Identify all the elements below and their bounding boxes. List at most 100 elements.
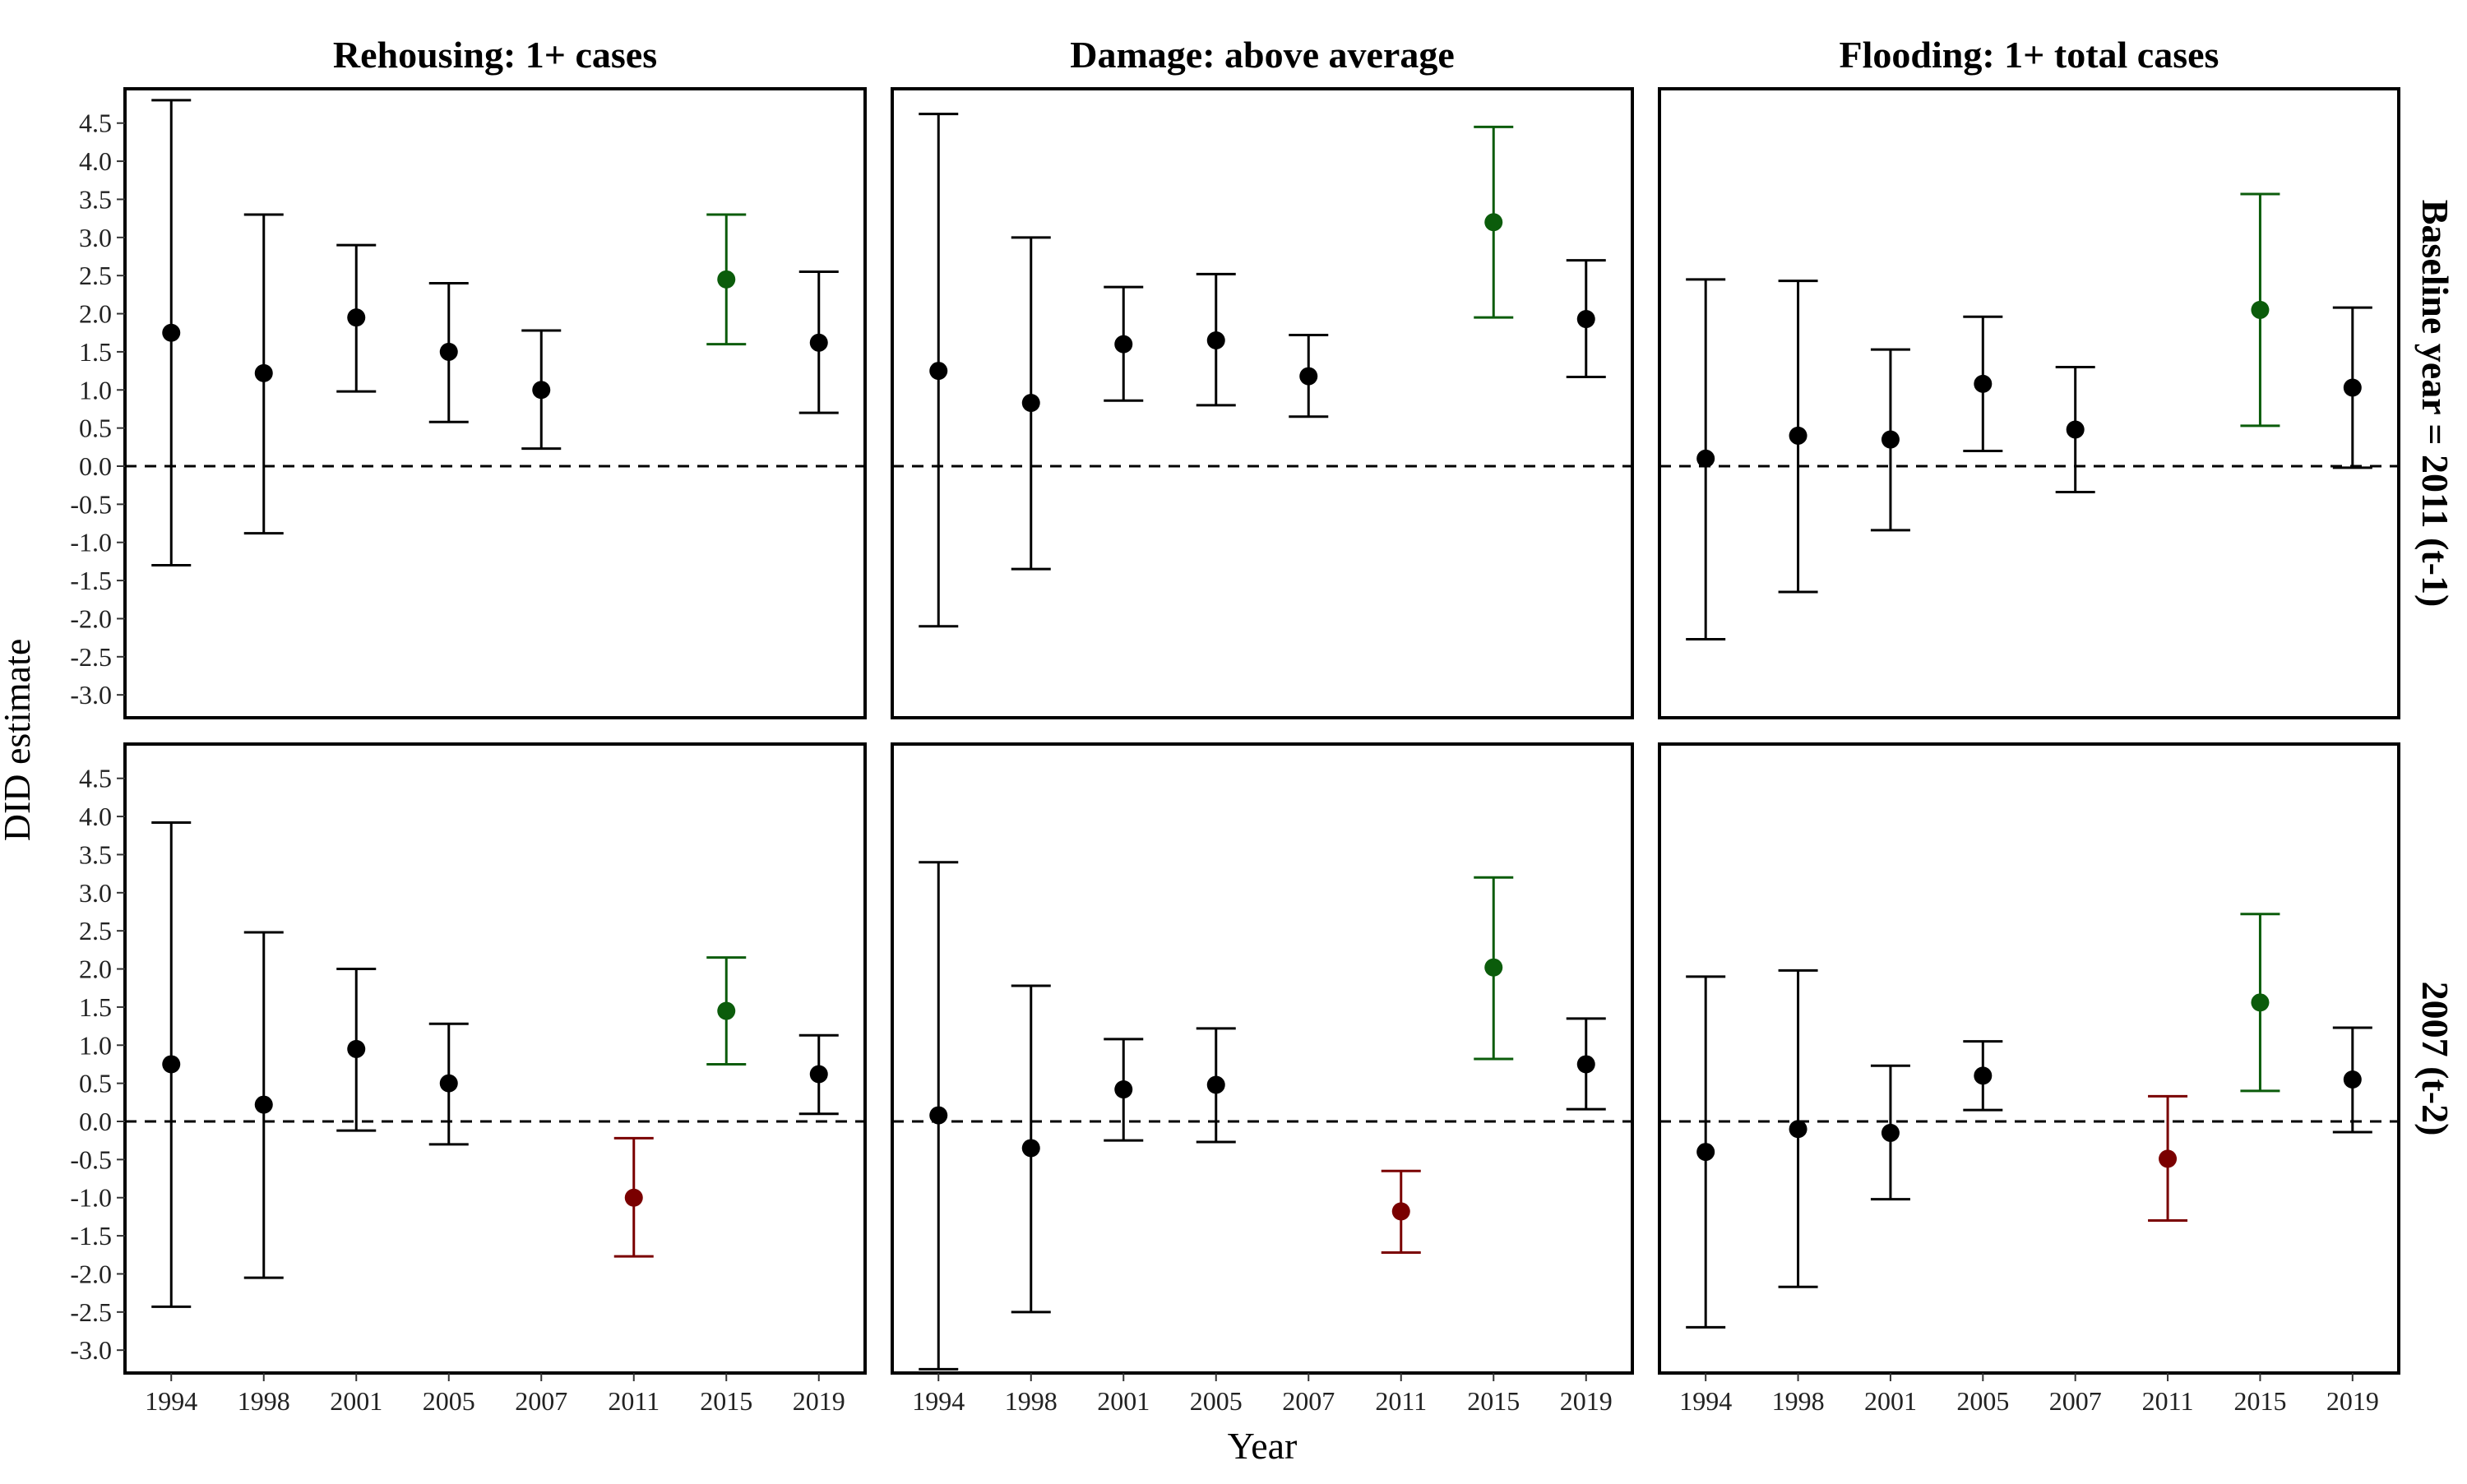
x-tick-label: 2015 bbox=[2233, 1386, 2286, 1416]
point-estimate bbox=[1789, 1120, 1807, 1139]
point-estimate bbox=[254, 1095, 273, 1114]
point-estimate bbox=[1021, 394, 1040, 413]
point-estimate bbox=[2251, 993, 2270, 1012]
y-tick-label: -1.0 bbox=[70, 1183, 112, 1213]
panel-border bbox=[891, 87, 1634, 719]
y-tick-label: 2.5 bbox=[79, 916, 112, 945]
x-tick-label: 2019 bbox=[793, 1386, 845, 1416]
point-estimate bbox=[2343, 378, 2362, 397]
point-estimate bbox=[1696, 449, 1715, 468]
y-tick-label: -2.0 bbox=[70, 1259, 112, 1288]
panel-border bbox=[1658, 742, 2400, 1375]
point-estimate bbox=[1206, 1075, 1225, 1094]
point-estimate bbox=[717, 1001, 736, 1020]
point-estimate bbox=[2066, 420, 2085, 439]
x-tick-label: 2005 bbox=[423, 1386, 475, 1416]
point-estimate bbox=[1114, 335, 1133, 354]
point-estimate bbox=[1576, 1055, 1595, 1074]
x-tick-label: 2007 bbox=[2049, 1386, 2102, 1416]
x-tick-label: 2005 bbox=[1190, 1386, 1243, 1416]
point-estimate bbox=[929, 1106, 948, 1125]
x-axis-title: Year bbox=[1228, 1425, 1298, 1467]
x-tick-label: 2011 bbox=[1375, 1386, 1427, 1416]
point-estimate bbox=[162, 323, 181, 342]
y-tick-label: 0.5 bbox=[79, 414, 112, 443]
point-estimate bbox=[929, 362, 948, 381]
y-tick-label: -0.5 bbox=[70, 489, 112, 519]
x-tick-label: 2011 bbox=[608, 1386, 660, 1416]
point-estimate bbox=[1974, 374, 1993, 393]
y-tick-label: 4.5 bbox=[79, 109, 112, 138]
x-tick-label: 1994 bbox=[1679, 1386, 1732, 1416]
point-estimate bbox=[1484, 213, 1503, 232]
point-estimate bbox=[532, 381, 551, 400]
point-estimate bbox=[1696, 1143, 1715, 1162]
point-estimate bbox=[2251, 300, 2270, 319]
y-tick-label: 3.0 bbox=[79, 223, 112, 252]
point-estimate bbox=[2159, 1149, 2178, 1168]
point-estimate bbox=[1576, 310, 1595, 329]
y-tick-label: -2.5 bbox=[70, 642, 112, 672]
x-tick-label: 2001 bbox=[1864, 1386, 1917, 1416]
y-tick-label: 0.0 bbox=[79, 1107, 112, 1136]
x-tick-label: 1994 bbox=[145, 1386, 197, 1416]
panel-border bbox=[123, 87, 867, 719]
x-tick-label: 2015 bbox=[1467, 1386, 1520, 1416]
y-tick-label: 1.5 bbox=[79, 992, 112, 1022]
panel-border bbox=[891, 742, 1634, 1375]
panel-border bbox=[1658, 87, 2400, 719]
facet-row-title: 2007 (t-2) bbox=[2414, 982, 2456, 1136]
y-tick-label: 3.5 bbox=[79, 184, 112, 214]
y-tick-label: 0.0 bbox=[79, 451, 112, 481]
y-tick-label: 3.0 bbox=[79, 878, 112, 908]
point-estimate bbox=[1484, 958, 1503, 977]
y-tick-label: 1.0 bbox=[79, 1030, 112, 1060]
point-estimate bbox=[809, 1065, 828, 1084]
point-estimate bbox=[809, 333, 828, 352]
y-tick-label: 4.0 bbox=[79, 802, 112, 831]
facet-column-title: Damage: above average bbox=[1070, 34, 1455, 76]
y-tick-label: 1.5 bbox=[79, 337, 112, 367]
y-tick-label: -1.5 bbox=[70, 1221, 112, 1251]
panel-border bbox=[123, 742, 867, 1375]
y-tick-label: 4.5 bbox=[79, 764, 112, 793]
y-tick-label: -2.5 bbox=[70, 1297, 112, 1327]
x-tick-label: 2019 bbox=[1560, 1386, 1613, 1416]
x-tick-label: 1998 bbox=[1772, 1386, 1825, 1416]
facet-column-title: Rehousing: 1+ cases bbox=[333, 34, 657, 76]
facet-column-title: Flooding: 1+ total cases bbox=[1840, 34, 2219, 76]
y-tick-label: 4.0 bbox=[79, 146, 112, 176]
point-estimate bbox=[162, 1055, 181, 1074]
y-tick-label: 2.5 bbox=[79, 261, 112, 290]
point-estimate bbox=[1974, 1066, 1993, 1085]
x-tick-label: 2015 bbox=[700, 1386, 752, 1416]
point-estimate bbox=[439, 1074, 458, 1093]
point-estimate bbox=[439, 342, 458, 361]
x-tick-label: 2011 bbox=[2142, 1386, 2194, 1416]
point-estimate bbox=[1789, 426, 1807, 445]
y-tick-label: 3.5 bbox=[79, 839, 112, 869]
point-estimate bbox=[1021, 1139, 1040, 1158]
point-estimate bbox=[1299, 367, 1318, 386]
y-tick-label: 2.0 bbox=[79, 955, 112, 984]
y-tick-label: -2.0 bbox=[70, 603, 112, 633]
x-tick-label: 1994 bbox=[912, 1386, 965, 1416]
x-tick-label: 1998 bbox=[1005, 1386, 1058, 1416]
x-tick-label: 2001 bbox=[1097, 1386, 1150, 1416]
y-tick-label: 2.0 bbox=[79, 299, 112, 329]
point-estimate bbox=[624, 1188, 643, 1207]
point-estimate bbox=[717, 270, 736, 289]
point-estimate bbox=[254, 363, 273, 382]
y-tick-label: -1.5 bbox=[70, 566, 112, 595]
point-estimate bbox=[2343, 1070, 2362, 1089]
point-estimate bbox=[1114, 1080, 1133, 1099]
point-estimate bbox=[1881, 1123, 1900, 1142]
point-estimate bbox=[347, 308, 366, 327]
x-tick-label: 2007 bbox=[515, 1386, 567, 1416]
x-tick-label: 2005 bbox=[1956, 1386, 2009, 1416]
y-axis-title: DID estimate bbox=[0, 639, 38, 842]
y-tick-label: 0.5 bbox=[79, 1069, 112, 1098]
facet-row-title: Baseline year = 2011 (t-1) bbox=[2414, 200, 2456, 608]
y-tick-label: -3.0 bbox=[70, 1335, 112, 1365]
x-tick-label: 2001 bbox=[330, 1386, 382, 1416]
